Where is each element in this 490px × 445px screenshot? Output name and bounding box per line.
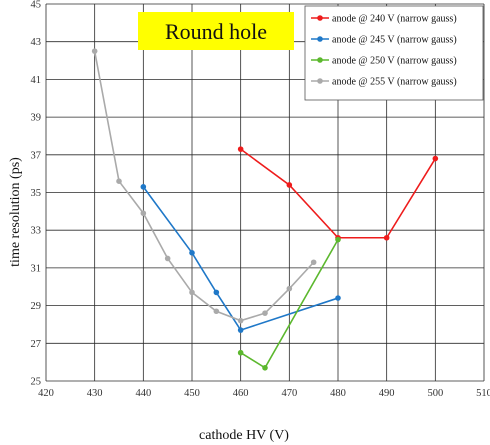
data-point (237, 327, 244, 333)
legend: anode @ 240 V (narrow gauss) anode @ 245 … (304, 5, 484, 101)
data-point (164, 255, 171, 262)
y-tick-label: 35 (31, 188, 42, 199)
data-point (140, 184, 147, 190)
data-point (189, 289, 195, 296)
data-point (286, 285, 293, 292)
series-layer (91, 48, 439, 371)
legend-box (304, 5, 484, 101)
legend-item: anode @ 250 V (narrow gauss) (311, 56, 457, 67)
legend-swatch-marker (317, 78, 323, 84)
y-tick-label: 43 (31, 37, 42, 48)
y-tick-label: 29 (31, 301, 42, 312)
x-tick-label: 470 (281, 388, 297, 399)
data-point (335, 295, 341, 301)
y-tick-label: 37 (31, 150, 42, 161)
x-tick-label: 460 (233, 388, 249, 399)
data-point (335, 236, 341, 243)
x-tick-label: 420 (38, 388, 54, 399)
y-tick-label: 33 (31, 226, 42, 237)
data-point (286, 182, 293, 188)
x-tick-label: 510 (476, 388, 490, 399)
series-3 (237, 236, 341, 371)
x-tick-label: 440 (135, 388, 151, 399)
x-tick-label: 430 (87, 388, 103, 399)
legend-swatch-marker (317, 15, 323, 21)
legend-label: anode @ 245 V (narrow gauss) (332, 35, 457, 46)
data-point (189, 250, 195, 256)
data-point (140, 210, 147, 217)
y-tick-label: 27 (31, 339, 42, 350)
data-point (310, 259, 317, 266)
grid (45, 3, 485, 382)
series-2 (140, 184, 341, 333)
data-point (383, 234, 390, 241)
x-tick-label: 500 (427, 388, 443, 399)
y-tick-label: 41 (31, 75, 42, 86)
legend-label: anode @ 240 V (narrow gauss) (332, 14, 457, 25)
x-tick-label: 490 (379, 388, 395, 399)
legend-swatch-marker (317, 57, 323, 63)
chart-title-box: Round hole (138, 12, 294, 50)
legend-item: anode @ 240 V (narrow gauss) (311, 14, 457, 25)
y-tick-label: 31 (31, 263, 42, 274)
data-point (91, 48, 98, 54)
data-point (237, 349, 244, 356)
x-axis-title: cathode HV (V) (199, 428, 289, 443)
y-tick-label: 39 (31, 113, 42, 124)
data-point (213, 308, 220, 315)
chart-title: Round hole (165, 19, 267, 44)
x-tick-label: 480 (330, 388, 346, 399)
data-point (237, 317, 244, 324)
y-axis-title: time resolution (ps) (8, 157, 23, 267)
legend-label: anode @ 255 V (narrow gauss) (332, 77, 457, 88)
y-tick-label: 25 (31, 377, 42, 388)
legend-swatch-marker (317, 36, 323, 42)
y-tick-label: 45 (31, 0, 42, 11)
chart-title-background (138, 12, 294, 50)
legend-item: anode @ 245 V (narrow gauss) (311, 35, 457, 46)
series-4 (91, 48, 317, 324)
data-point (432, 155, 439, 162)
data-point (262, 310, 268, 316)
series-line (93, 50, 315, 322)
legend-label: anode @ 250 V (narrow gauss) (332, 56, 457, 67)
data-point (213, 289, 220, 296)
x-tick-label: 450 (184, 388, 200, 399)
legend-item: anode @ 255 V (narrow gauss) (311, 77, 457, 88)
data-point (262, 365, 268, 371)
tick-labels: 420 430 440 450 460 470 480 490 500 510 25 27 29 31 33… (31, 0, 490, 399)
data-point (116, 178, 122, 184)
data-point (237, 146, 244, 152)
